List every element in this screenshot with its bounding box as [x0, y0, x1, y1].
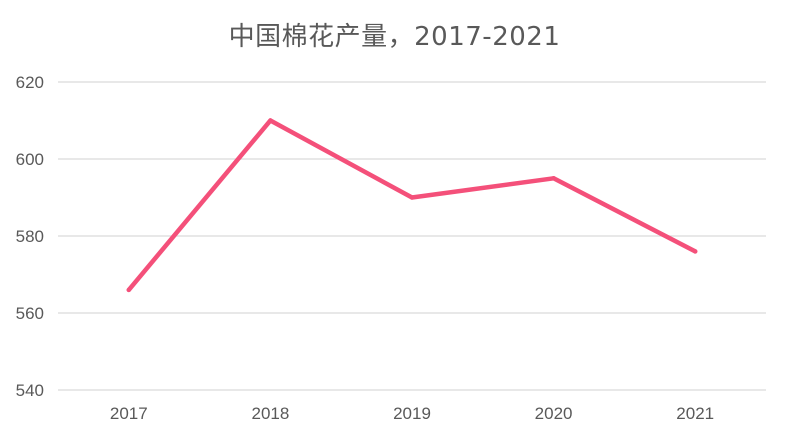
y-axis-ticks: 540 560 580 600 620: [16, 73, 44, 400]
series-line-0: [126, 118, 698, 293]
series-layer: [126, 118, 698, 293]
y-tick-label: 560: [16, 304, 44, 323]
data-point: [268, 118, 273, 123]
x-tick-label: 2018: [251, 404, 289, 423]
x-tick-label: 2017: [110, 404, 148, 423]
data-point: [409, 195, 415, 200]
chart-title: 中国棉花产量，2017-2021: [228, 22, 561, 52]
data-point: [126, 287, 131, 293]
y-tick-label: 620: [16, 73, 44, 92]
y-tick-label: 600: [16, 150, 44, 169]
data-point: [551, 176, 556, 181]
x-tick-label: 2019: [393, 404, 431, 423]
x-tick-label: 2021: [676, 404, 714, 423]
data-point: [693, 249, 698, 254]
y-tick-label: 580: [16, 227, 44, 246]
y-tick-label: 540: [16, 381, 44, 400]
grid-layer: [58, 81, 766, 391]
x-axis-ticks: 2017 2018 2019 2020 2021: [110, 404, 714, 423]
x-tick-label: 2020: [535, 404, 573, 423]
